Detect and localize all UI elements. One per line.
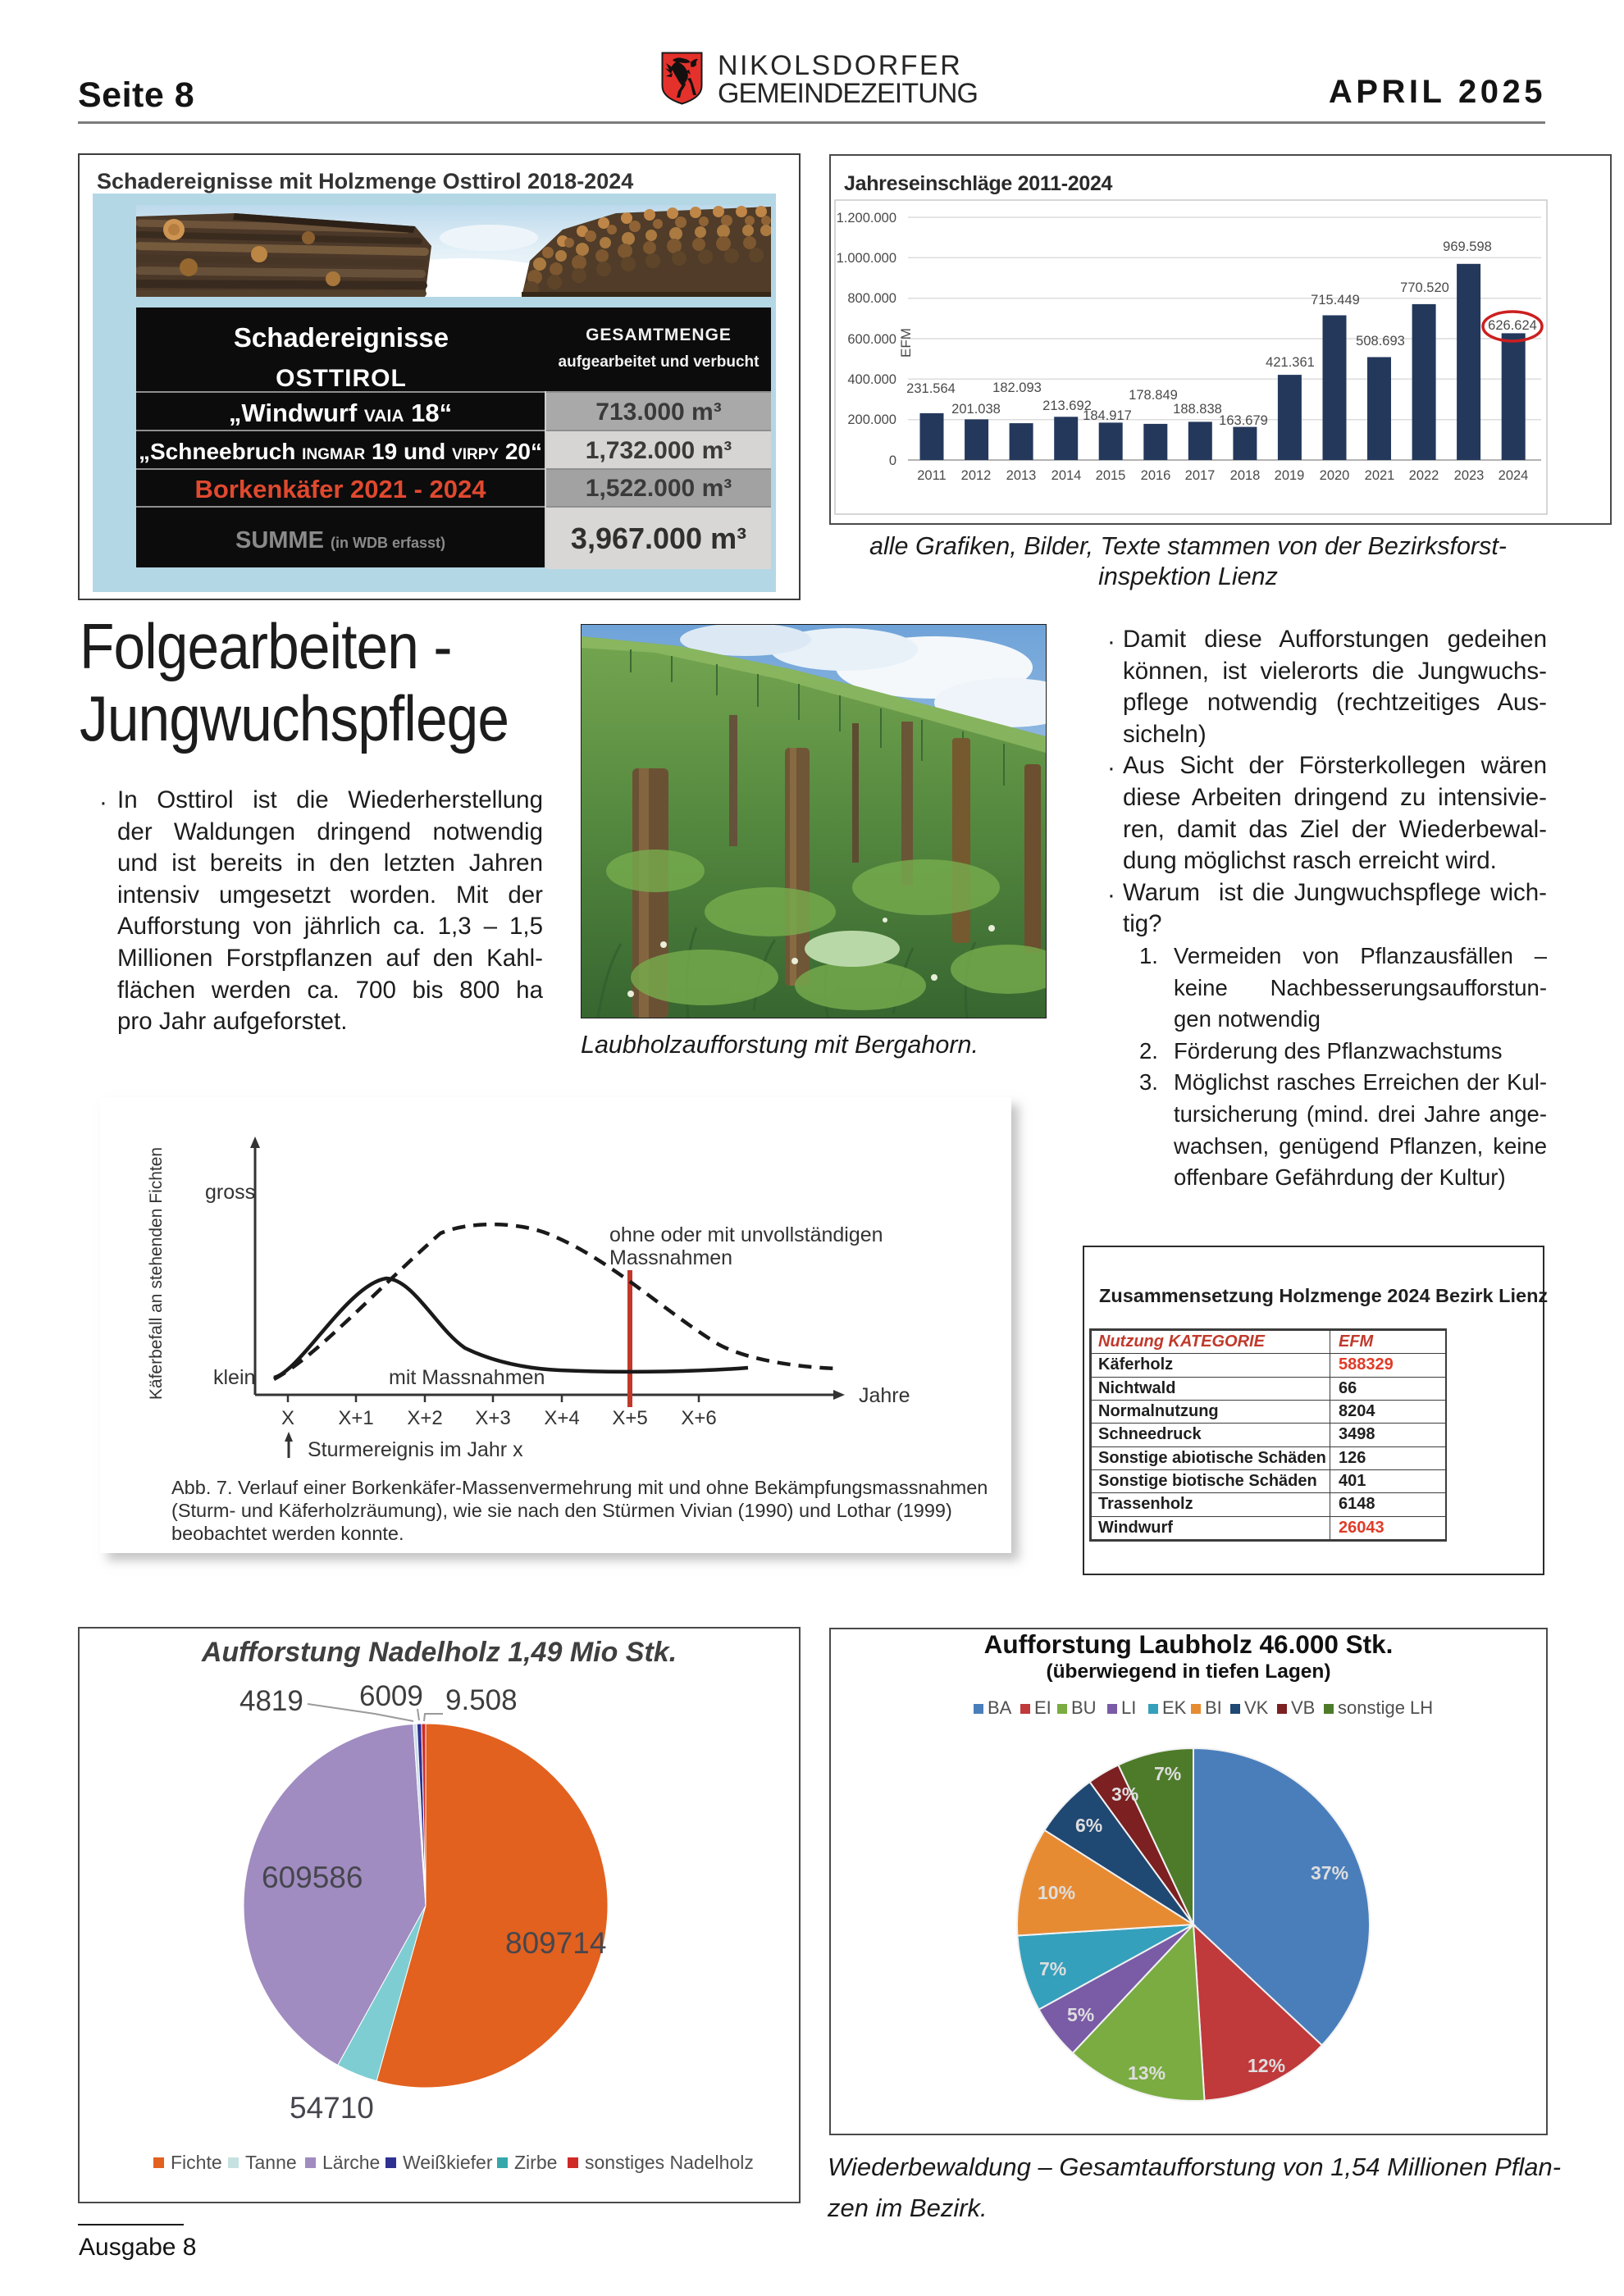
svg-text:Massnahmen: Massnahmen [609,1246,732,1269]
svg-text:770.520: 770.520 [1400,280,1449,295]
svg-text:2014: 2014 [1051,468,1082,483]
svg-text:6009: 6009 [359,1680,423,1712]
svg-text:2011: 2011 [917,468,946,483]
svg-text:7%: 7% [1154,1763,1181,1784]
svg-text:182.093: 182.093 [992,380,1042,395]
svg-text:Jahre: Jahre [859,1384,910,1407]
svg-text:Zirbe: Zirbe [514,2152,557,2173]
svg-text:0: 0 [889,453,896,468]
svg-text:Lärche: Lärche [322,2152,380,2173]
svg-text:421.361: 421.361 [1266,355,1315,370]
svg-text:EK: EK [1162,1697,1187,1718]
svg-text:klein: klein [213,1366,255,1389]
svg-text:12%: 12% [1248,2055,1285,2076]
svg-text:178.849: 178.849 [1129,388,1178,403]
svg-text:715.449: 715.449 [1311,293,1360,308]
svg-text:184.917: 184.917 [1083,408,1132,423]
svg-text:809714: 809714 [505,1926,606,1960]
svg-text:1.000.000: 1.000.000 [837,251,896,266]
svg-text:2023: 2023 [1454,468,1485,483]
svg-text:mit Massnahmen: mit Massnahmen [389,1366,545,1389]
svg-text:Tanne: Tanne [245,2152,297,2173]
svg-text:X: X [281,1407,294,1429]
svg-text:X+2: X+2 [407,1407,442,1429]
svg-text:VK: VK [1244,1697,1269,1718]
svg-text:800.000: 800.000 [847,291,896,306]
svg-text:7%: 7% [1039,1958,1066,1979]
svg-text:2015: 2015 [1096,468,1126,483]
svg-text:(Sturm- und Käferholzräumung),: (Sturm- und Käferholzräumung), wie sie n… [171,1500,952,1521]
svg-text:X+6: X+6 [681,1407,716,1429]
svg-text:213.692: 213.692 [1042,399,1092,413]
svg-text:X+1: X+1 [338,1407,373,1429]
svg-text:609586: 609586 [262,1861,363,1894]
svg-text:400.000: 400.000 [847,372,896,387]
svg-text:VB: VB [1291,1697,1315,1718]
svg-text:4819: 4819 [239,1685,303,1717]
svg-text:beobachtet werden konnte.: beobachtet werden konnte. [171,1523,404,1544]
svg-text:2016: 2016 [1141,468,1171,483]
svg-text:2018: 2018 [1230,468,1261,483]
svg-text:1.200.000: 1.200.000 [837,211,896,226]
svg-text:gross: gross [205,1181,255,1204]
svg-text:6%: 6% [1075,1815,1102,1836]
svg-text:163.679: 163.679 [1219,413,1268,428]
svg-text:200.000: 200.000 [847,412,896,427]
svg-text:Fichte: Fichte [171,2152,222,2173]
svg-text:LI: LI [1121,1697,1136,1718]
svg-text:37%: 37% [1311,1862,1348,1884]
svg-text:2017: 2017 [1185,468,1216,483]
svg-text:969.598: 969.598 [1443,239,1492,254]
svg-text:9.508: 9.508 [445,1684,518,1716]
svg-text:2022: 2022 [1409,468,1439,483]
svg-text:2021: 2021 [1365,468,1395,483]
svg-text:188.838: 188.838 [1173,402,1222,417]
svg-text:X+3: X+3 [475,1407,510,1429]
svg-text:Käferbefall an stehenden Ficht: Käferbefall an stehenden Fichten [147,1147,166,1400]
svg-text:10%: 10% [1038,1882,1075,1903]
svg-text:3%: 3% [1111,1784,1138,1805]
svg-text:ohne oder mit unvollständigen: ohne oder mit unvollständigen [609,1223,883,1246]
svg-text:508.693: 508.693 [1356,334,1405,348]
svg-text:201.038: 201.038 [951,402,1001,417]
svg-text:EFM: EFM [898,328,914,358]
svg-text:Abb. 7. Verlauf einer Borkenkä: Abb. 7. Verlauf einer Borkenkäfer-Massen… [171,1477,988,1498]
svg-text:2019: 2019 [1275,468,1305,483]
svg-text:2012: 2012 [961,468,992,483]
svg-text:sonstiges Nadelholz: sonstiges Nadelholz [585,2152,754,2173]
svg-text:X+4: X+4 [544,1407,579,1429]
svg-text:54710: 54710 [290,2091,374,2125]
svg-text:2020: 2020 [1320,468,1350,483]
svg-text:231.564: 231.564 [906,381,956,396]
svg-text:2024: 2024 [1499,468,1529,483]
svg-text:Sturmereignis im Jahr x: Sturmereignis im Jahr x [308,1438,523,1461]
svg-text:Jahreseinschläge 2011-2024: Jahreseinschläge 2011-2024 [844,172,1113,195]
svg-text:sonstige LH: sonstige LH [1338,1697,1433,1718]
svg-text:BA: BA [988,1697,1012,1718]
svg-text:5%: 5% [1067,2004,1094,2025]
svg-text:BU: BU [1071,1697,1097,1718]
svg-text:600.000: 600.000 [847,332,896,347]
svg-text:Weißkiefer: Weißkiefer [403,2152,493,2173]
svg-text:13%: 13% [1128,2062,1166,2084]
svg-text:X+5: X+5 [612,1407,647,1429]
svg-text:BI: BI [1205,1697,1222,1718]
svg-text:626.624: 626.624 [1488,318,1537,333]
svg-text:EI: EI [1034,1697,1051,1718]
svg-text:2013: 2013 [1006,468,1037,483]
